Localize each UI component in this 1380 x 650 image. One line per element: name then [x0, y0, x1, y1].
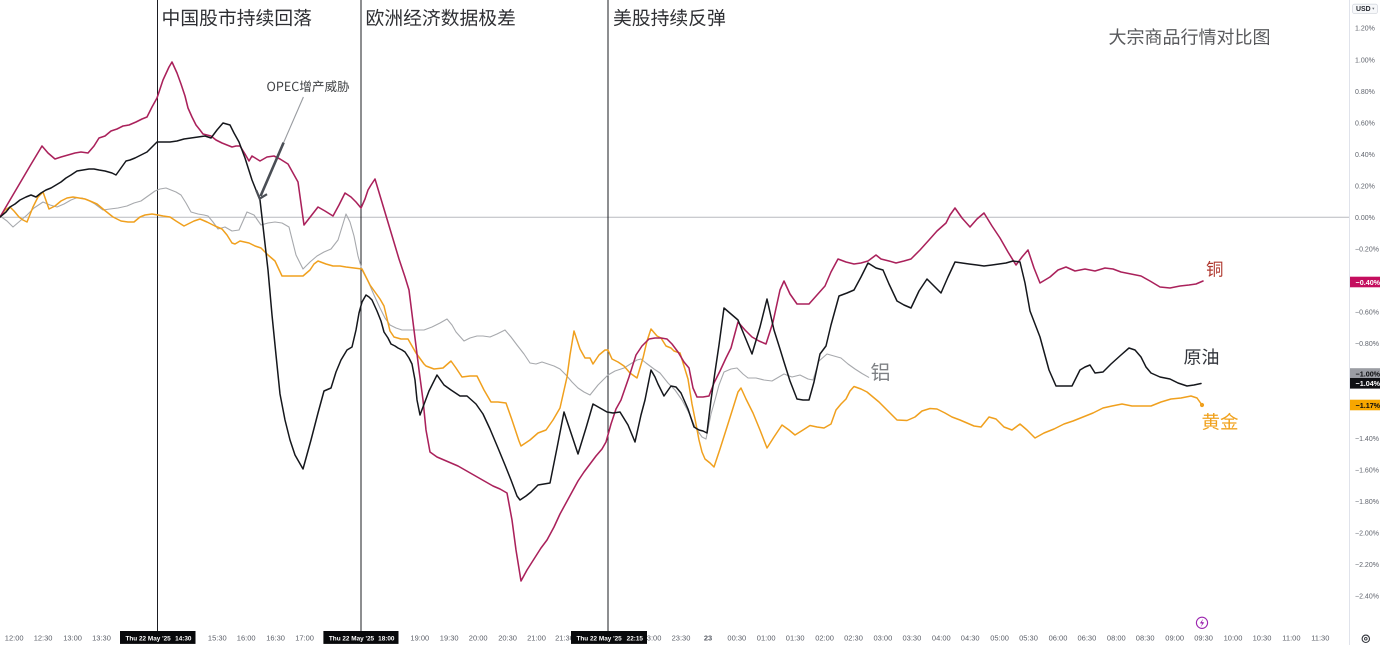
svg-text:13:30: 13:30 [92, 633, 111, 642]
svg-text:−1.40%: −1.40% [1355, 436, 1379, 443]
svg-text:Thu 22 May '25: Thu 22 May '25 [329, 636, 375, 643]
svg-text:−0.60%: −0.60% [1355, 310, 1379, 317]
svg-text:−1.60%: −1.60% [1355, 467, 1379, 474]
svg-text:09:30: 09:30 [1194, 633, 1213, 642]
svg-text:−2.00%: −2.00% [1355, 531, 1379, 538]
svg-text:05:30: 05:30 [1019, 633, 1038, 642]
svg-text:02:00: 02:00 [815, 633, 834, 642]
svg-text:−0.40%: −0.40% [1356, 278, 1380, 287]
svg-text:22:15: 22:15 [627, 636, 644, 643]
svg-text:01:00: 01:00 [757, 633, 776, 642]
svg-text:Thu 22 May '25: Thu 22 May '25 [577, 636, 623, 643]
svg-text:23: 23 [704, 634, 712, 643]
svg-text:−1.80%: −1.80% [1355, 499, 1379, 506]
svg-text:−2.40%: −2.40% [1355, 594, 1379, 601]
svg-text:05:00: 05:00 [990, 633, 1009, 642]
svg-text:19:00: 19:00 [410, 633, 429, 642]
svg-text:15:30: 15:30 [208, 633, 227, 642]
svg-text:0.40%: 0.40% [1355, 152, 1375, 159]
svg-text:03:30: 03:30 [903, 633, 922, 642]
svg-text:17:00: 17:00 [295, 633, 314, 642]
svg-text:02:30: 02:30 [844, 633, 863, 642]
svg-text:01:30: 01:30 [786, 633, 805, 642]
svg-text:21:00: 21:00 [527, 633, 546, 642]
svg-text:12:00: 12:00 [5, 633, 24, 642]
svg-text:11:00: 11:00 [1282, 633, 1300, 642]
svg-text:12:30: 12:30 [34, 633, 53, 642]
svg-text:11:30: 11:30 [1311, 633, 1329, 642]
svg-text:08:30: 08:30 [1136, 633, 1155, 642]
svg-text:08:00: 08:00 [1107, 633, 1126, 642]
svg-text:06:00: 06:00 [1049, 633, 1068, 642]
svg-text:23:30: 23:30 [672, 633, 691, 642]
svg-text:04:00: 04:00 [932, 633, 951, 642]
svg-text:13:00: 13:00 [63, 633, 82, 642]
svg-text:−1.04%: −1.04% [1356, 379, 1380, 388]
svg-text:04:30: 04:30 [961, 633, 980, 642]
svg-text:06:30: 06:30 [1078, 633, 1097, 642]
svg-text:19:30: 19:30 [440, 633, 459, 642]
svg-text:0.80%: 0.80% [1355, 89, 1375, 96]
svg-text:1.00%: 1.00% [1355, 57, 1375, 64]
svg-text:18:00: 18:00 [378, 636, 395, 643]
svg-text:−2.20%: −2.20% [1355, 562, 1379, 569]
svg-text:14:30: 14:30 [175, 636, 192, 643]
svg-text:0.00%: 0.00% [1355, 215, 1375, 222]
svg-text:1.20%: 1.20% [1355, 26, 1375, 33]
svg-text:20:30: 20:30 [498, 633, 517, 642]
svg-text:20:00: 20:00 [469, 633, 488, 642]
svg-text:−0.80%: −0.80% [1355, 341, 1379, 348]
svg-text:16:00: 16:00 [237, 633, 256, 642]
svg-text:0.60%: 0.60% [1355, 120, 1375, 127]
svg-text:−1.00%: −1.00% [1356, 369, 1380, 378]
svg-text:−1.17%: −1.17% [1356, 401, 1380, 410]
svg-text:0.20%: 0.20% [1355, 183, 1375, 190]
svg-text:Thu 22 May '25: Thu 22 May '25 [126, 636, 172, 643]
svg-text:−0.20%: −0.20% [1355, 247, 1379, 254]
svg-text:03:00: 03:00 [874, 633, 893, 642]
svg-text:USD: USD [1356, 6, 1371, 13]
svg-text:09:00: 09:00 [1165, 633, 1184, 642]
svg-text:10:30: 10:30 [1253, 633, 1272, 642]
svg-text:10:00: 10:00 [1224, 633, 1243, 642]
svg-text:00:30: 00:30 [727, 633, 746, 642]
svg-text:16:30: 16:30 [266, 633, 285, 642]
